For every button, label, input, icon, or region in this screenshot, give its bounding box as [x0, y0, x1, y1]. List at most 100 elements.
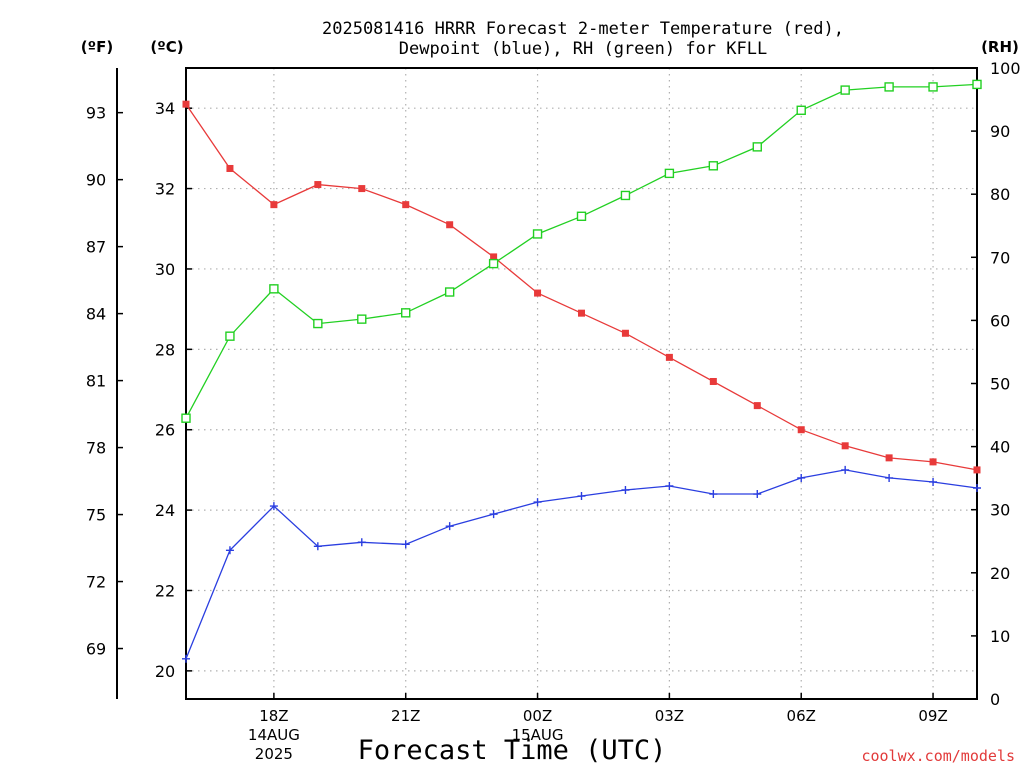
rh-tick-label: 80 [990, 185, 1010, 204]
celsius-tick-label: 20 [155, 662, 175, 681]
x-tick-label: 09Z [918, 707, 947, 725]
dewpoint-point [973, 483, 981, 492]
temperature-point [358, 185, 366, 193]
temperature-point [621, 329, 629, 337]
fahrenheit-tick-label: 72 [86, 573, 106, 592]
axes [116, 67, 978, 700]
rh-point [840, 85, 850, 95]
dewpoint-point [269, 502, 278, 511]
x-tick-label: 18Z [259, 707, 288, 725]
temperature-point [665, 353, 673, 361]
plot-frame [185, 67, 978, 700]
rh-tick-label: 60 [990, 311, 1010, 330]
credit-text: coolwx.com/models [861, 747, 1015, 765]
rh-tick-label: 50 [990, 375, 1010, 394]
temperature-point [797, 426, 805, 434]
temperature-point [446, 221, 454, 229]
rh-tick-label: 0 [990, 690, 1000, 709]
rh-tick-label: 20 [990, 564, 1010, 583]
temperature-point [182, 100, 190, 108]
temperature-point [929, 458, 937, 466]
rh-point [401, 308, 411, 318]
x-axis-title: Forecast Time (UTC) [358, 735, 667, 766]
x-tick-label: 00Z [523, 707, 552, 725]
rh-tick-label: 40 [990, 438, 1010, 457]
rh-point [313, 318, 323, 329]
rh-line [185, 83, 978, 419]
dewpoint-point [313, 542, 322, 551]
rh-tick-label: 90 [990, 122, 1010, 141]
celsius-tick-label: 22 [155, 581, 175, 600]
celsius-tick-label: 28 [155, 340, 175, 359]
fahrenheit-tick-label: 75 [86, 506, 106, 525]
temperature-point [314, 181, 322, 189]
rh-point [181, 413, 191, 423]
dewpoint-point [709, 490, 718, 499]
dewpoint-point [533, 498, 542, 507]
x-tick-label: 06Z [787, 707, 816, 725]
dewpoint-point [665, 481, 674, 490]
celsius-tick-label: 34 [155, 99, 175, 118]
fahrenheit-tick-label: 93 [86, 104, 106, 123]
rh-point [444, 287, 455, 297]
rh-point [225, 331, 235, 341]
rh-point [664, 168, 675, 179]
fahrenheit-tick-label: 84 [86, 305, 106, 324]
celsius-tick-label: 24 [155, 501, 175, 520]
dewpoint-point [577, 492, 586, 501]
celsius-tick-label: 32 [155, 180, 175, 199]
rh-point [532, 229, 543, 239]
celsius-tick-label: 26 [155, 421, 175, 440]
dewpoint-point [885, 473, 894, 482]
temperature-point [270, 201, 278, 209]
rh-point [488, 258, 499, 269]
temperature-point [885, 454, 893, 462]
fahrenheit-tick-label: 78 [86, 439, 106, 458]
dewpoint-point [401, 540, 410, 549]
temperature-point [402, 201, 410, 209]
chart-title-line1: 2025081416 HRRR Forecast 2-meter Tempera… [322, 19, 844, 39]
fahrenheit-tick-label: 81 [86, 372, 106, 391]
grid-lines [186, 68, 977, 699]
rh-point [752, 142, 762, 152]
temperature-point [578, 309, 585, 317]
fahrenheit-tick-label: 69 [86, 640, 106, 659]
rh-tick-label: 30 [990, 501, 1010, 520]
rh-point [620, 190, 631, 201]
data-series [181, 79, 982, 663]
rh-point [928, 82, 938, 92]
dewpoint-point [357, 538, 366, 547]
celsius-tick-label: 30 [155, 260, 175, 279]
x-tick-label: 14AUG [248, 726, 300, 744]
x-tick-label: 15AUG [512, 726, 564, 744]
rh-tick-label: 70 [990, 248, 1010, 267]
temperature-point [753, 402, 761, 410]
dewpoint-point [225, 546, 234, 555]
dewpoint-point [929, 477, 938, 486]
dewpoint-point [182, 654, 190, 663]
x-tick-label: 03Z [655, 707, 684, 725]
rh-tick-label: 100 [990, 59, 1021, 78]
temperature-line [185, 103, 978, 471]
dewpoint-point [797, 473, 806, 482]
chart-title-line2: Dewpoint (blue), RH (green) for KFLL [399, 39, 767, 59]
x-tick-label: 2025 [255, 745, 293, 763]
unit-fahrenheit-label: (ºF) [81, 38, 113, 56]
dewpoint-point [489, 510, 498, 519]
dewpoint-point [621, 486, 630, 495]
temperature-point [973, 466, 981, 474]
rh-point [884, 82, 894, 92]
temperature-point [226, 164, 234, 172]
temperature-point [490, 253, 498, 261]
x-tick-label: 21Z [391, 707, 420, 725]
dewpoint-point [445, 522, 454, 531]
rh-point [708, 161, 719, 171]
rh-point [972, 79, 982, 90]
dewpoint-point [753, 490, 762, 499]
rh-tick-label: 10 [990, 627, 1010, 646]
rh-point [796, 105, 806, 115]
tick-labels: 20 22 24 26 28 30 32 34 69 72 75 78 81 84 87 90 93 0 10 20 3… [86, 59, 1021, 763]
dewpoint-point [841, 465, 850, 474]
temperature-point [841, 442, 849, 450]
